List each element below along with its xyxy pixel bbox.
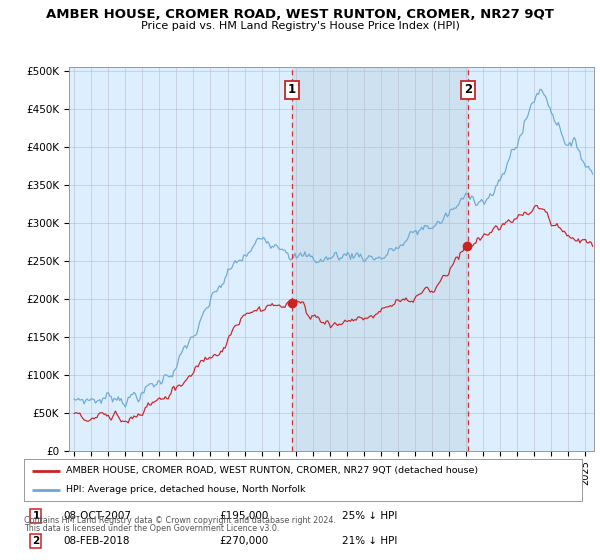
Text: This data is licensed under the Open Government Licence v3.0.: This data is licensed under the Open Gov…: [24, 524, 280, 533]
Text: AMBER HOUSE, CROMER ROAD, WEST RUNTON, CROMER, NR27 9QT (detached house): AMBER HOUSE, CROMER ROAD, WEST RUNTON, C…: [66, 466, 478, 475]
Text: 1: 1: [288, 83, 296, 96]
Text: HPI: Average price, detached house, North Norfolk: HPI: Average price, detached house, Nort…: [66, 486, 305, 494]
Bar: [292, 67, 468, 451]
Text: 2: 2: [32, 536, 40, 546]
Text: £195,000: £195,000: [220, 511, 269, 521]
Text: 08-FEB-2018: 08-FEB-2018: [63, 536, 130, 546]
Text: Price paid vs. HM Land Registry's House Price Index (HPI): Price paid vs. HM Land Registry's House …: [140, 21, 460, 31]
Text: 2: 2: [464, 83, 472, 96]
Text: 1: 1: [32, 511, 40, 521]
Text: 08-OCT-2007: 08-OCT-2007: [63, 511, 131, 521]
Text: Contains HM Land Registry data © Crown copyright and database right 2024.: Contains HM Land Registry data © Crown c…: [24, 516, 336, 525]
Text: 21% ↓ HPI: 21% ↓ HPI: [342, 536, 397, 546]
Text: AMBER HOUSE, CROMER ROAD, WEST RUNTON, CROMER, NR27 9QT: AMBER HOUSE, CROMER ROAD, WEST RUNTON, C…: [46, 8, 554, 21]
Text: £270,000: £270,000: [220, 536, 269, 546]
Text: 25% ↓ HPI: 25% ↓ HPI: [342, 511, 397, 521]
